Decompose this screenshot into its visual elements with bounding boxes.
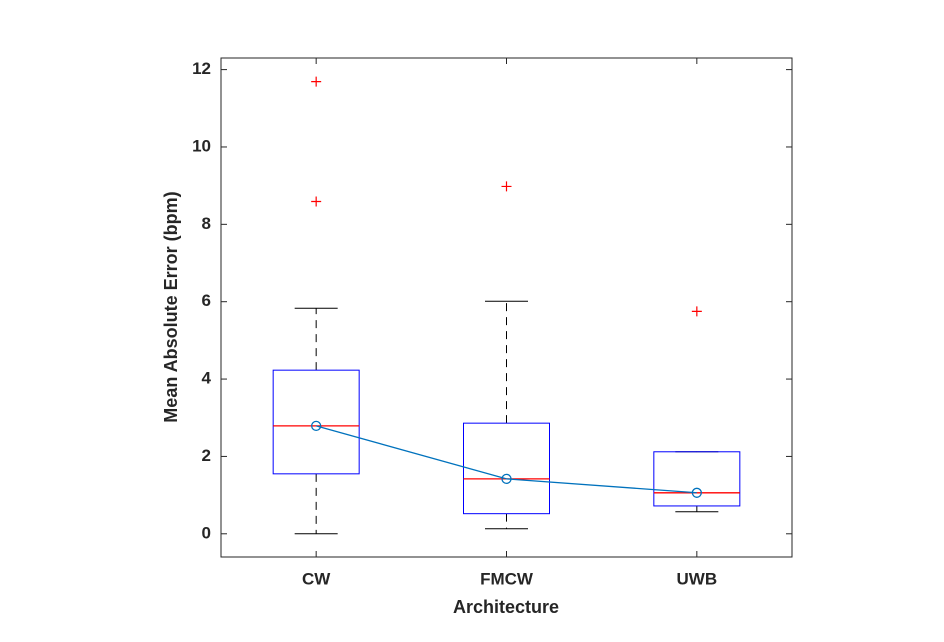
x-tick-label: CW <box>302 569 331 588</box>
mean-line <box>315 425 697 494</box>
outlier <box>311 76 322 87</box>
mean-marker <box>501 473 512 485</box>
y-axis-label: Mean Absolute Error (bpm) <box>161 191 181 422</box>
y-tick-label: 2 <box>202 446 211 465</box>
y-tick-label: 4 <box>202 369 212 388</box>
x-tick-label: FMCW <box>480 569 534 588</box>
y-tick-label: 0 <box>202 523 211 542</box>
x-tick-label: UWB <box>677 569 718 588</box>
y-tick-label: 8 <box>202 214 211 233</box>
y-tick-label: 12 <box>192 59 211 78</box>
outlier <box>501 181 512 192</box>
outlier <box>311 196 322 207</box>
box <box>653 451 741 507</box>
outlier <box>691 306 702 317</box>
mean-marker <box>691 487 702 498</box>
mean-marker <box>311 420 322 432</box>
x-axis-label: Architecture <box>453 597 559 617</box>
y-tick-label: 6 <box>202 291 211 310</box>
y-tick-label: 10 <box>192 136 211 155</box>
box <box>272 369 360 475</box>
box <box>463 422 550 515</box>
